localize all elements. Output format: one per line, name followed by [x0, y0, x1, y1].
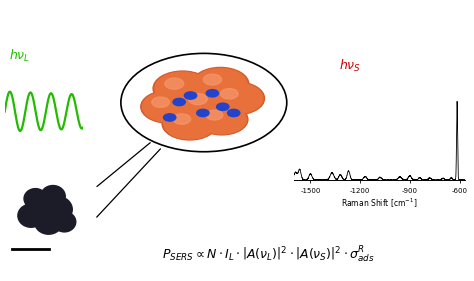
X-axis label: Raman Shift [cm$^{-1}$]: Raman Shift [cm$^{-1}$] [341, 197, 418, 210]
Circle shape [41, 185, 65, 207]
Text: $P_{SERS} \propto N \cdot I_L \cdot \left|A(\nu_L)\right|^2 \cdot \left|A(\nu_S): $P_{SERS} \propto N \cdot I_L \cdot \lef… [162, 244, 374, 265]
Circle shape [43, 196, 72, 223]
Text: $h\nu_S$: $h\nu_S$ [339, 58, 362, 74]
Circle shape [26, 192, 57, 220]
Text: $h\nu_L$: $h\nu_L$ [9, 48, 30, 64]
Circle shape [24, 189, 47, 209]
Circle shape [35, 210, 63, 234]
Circle shape [53, 212, 76, 232]
Circle shape [18, 204, 44, 227]
